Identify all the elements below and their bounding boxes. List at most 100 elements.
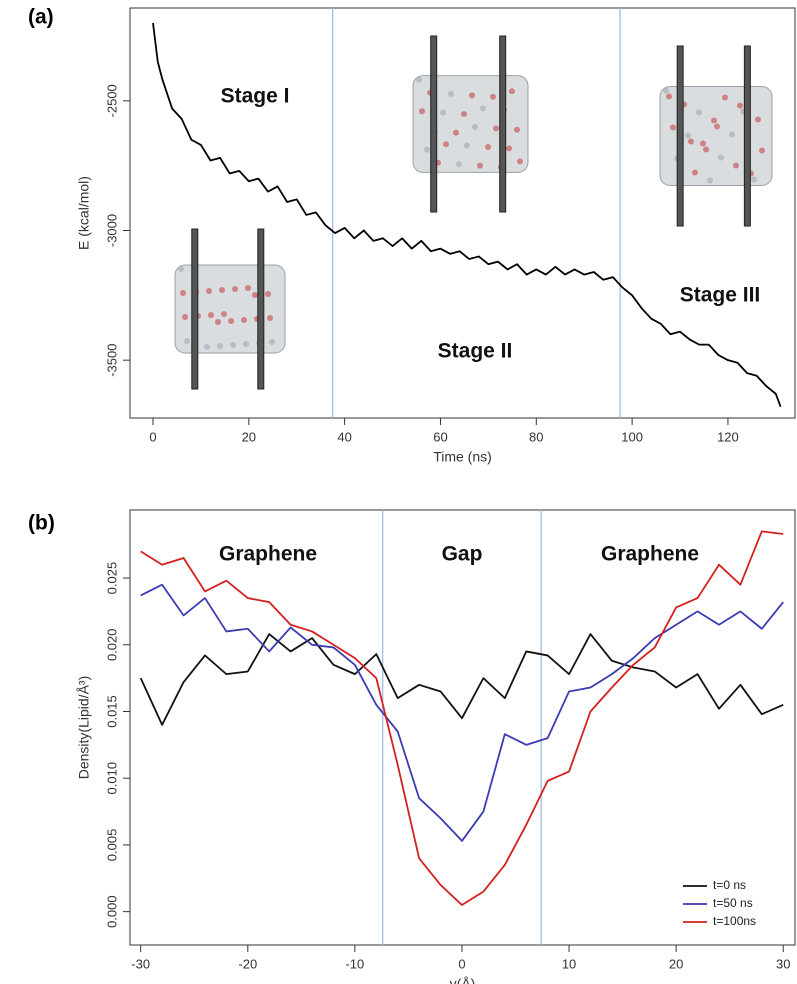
- lipid-atom: [714, 123, 720, 130]
- y-tick-label: 0.010: [104, 762, 119, 795]
- annotation: Stage III: [680, 284, 761, 307]
- lipid-atom: [461, 111, 467, 117]
- panel-label: (b): [28, 512, 55, 535]
- legend-label: t=0 ns: [713, 878, 746, 892]
- lipid-atom: [443, 141, 449, 148]
- lipid-atom: [206, 288, 212, 294]
- lipid-atom: [456, 161, 462, 168]
- lipid-atom: [480, 105, 486, 112]
- y-tick-label: 0.025: [104, 562, 119, 595]
- x-tick-label: 120: [717, 429, 739, 444]
- lipid-atom: [230, 342, 236, 348]
- lipid-atom: [469, 92, 475, 99]
- molecule-illustration: [412, 35, 529, 213]
- lipid-atom: [514, 126, 520, 133]
- data-line: [152, 22, 782, 408]
- plot-frame: [129, 509, 796, 946]
- lipid-atom: [241, 317, 247, 323]
- annotation: Graphene: [219, 543, 317, 566]
- lipid-atom: [267, 315, 273, 321]
- lipid-atom: [416, 76, 422, 83]
- lipid-atom: [245, 285, 251, 291]
- molecule-illustration: [659, 45, 773, 227]
- lipid-atom: [448, 91, 454, 97]
- x-tick-label: -10: [345, 956, 364, 971]
- data-line: [139, 633, 784, 726]
- x-tick-label: 30: [776, 956, 790, 971]
- x-tick-label: 20: [669, 956, 683, 971]
- x-axis-title: Time (ns): [433, 449, 492, 465]
- lipid-atom: [722, 94, 728, 101]
- y-tick-label: 0.020: [104, 628, 119, 661]
- lipid-atom: [219, 287, 225, 293]
- lipid-atom: [269, 339, 275, 345]
- lipid-atom: [228, 318, 234, 324]
- molecule-illustration: [174, 228, 286, 390]
- x-tick-label: -20: [238, 956, 257, 971]
- x-tick-label: 80: [529, 429, 543, 444]
- lipid-atom: [718, 154, 724, 161]
- annotation: Graphene: [601, 543, 699, 566]
- x-tick-label: 40: [337, 429, 351, 444]
- lipid-atom: [670, 124, 676, 131]
- lipid-atom: [711, 117, 717, 124]
- lipid-atom: [517, 158, 523, 165]
- lipid-atom: [252, 292, 258, 298]
- y-tick-label: 0.015: [104, 695, 119, 728]
- lipid-atom: [453, 129, 459, 136]
- lipid-atom: [204, 344, 210, 350]
- lipid-atom: [737, 102, 743, 109]
- data-line: [140, 583, 784, 842]
- x-tick-label: 10: [562, 956, 576, 971]
- lipid-atom: [666, 93, 672, 100]
- annotation: Stage II: [438, 340, 513, 363]
- y-tick-label: -3500: [104, 344, 119, 377]
- lipid-atom: [751, 176, 757, 183]
- lipid-atom: [424, 146, 430, 153]
- y-tick-label: 0.000: [104, 895, 119, 928]
- lipid-atom: [493, 125, 499, 132]
- x-tick-label: 0: [149, 429, 156, 444]
- x-tick-label: 60: [433, 429, 447, 444]
- lipid-atom: [464, 142, 470, 149]
- lipid-atom: [243, 341, 249, 347]
- lipid-atom: [440, 109, 446, 116]
- lipid-atom: [472, 124, 478, 130]
- lipid-atom: [707, 177, 713, 184]
- graphene-rod: [191, 228, 199, 390]
- graphene-rod: [430, 35, 438, 213]
- x-tick-label: 20: [242, 429, 256, 444]
- lipid-atom: [217, 343, 223, 349]
- x-tick-label: 100: [621, 429, 643, 444]
- lipid-atom: [733, 162, 739, 169]
- graphene-rod: [676, 45, 684, 227]
- annotation: Gap: [442, 543, 483, 566]
- y-tick-label: -2500: [104, 84, 119, 117]
- lipid-atom: [184, 338, 190, 344]
- data-line: [140, 530, 784, 906]
- legend-label: t=50 ns: [713, 896, 753, 910]
- lipid-atom: [182, 314, 188, 320]
- lipid-atom: [208, 312, 214, 318]
- annotation: Stage I: [221, 85, 290, 108]
- lipid-atom: [685, 132, 691, 139]
- panel-label: (a): [28, 6, 54, 29]
- lipid-atom: [485, 144, 491, 150]
- graphene-rod: [743, 45, 751, 227]
- lipid-atom: [221, 311, 227, 317]
- lipid-atom: [755, 116, 761, 123]
- legend-label: t=100ns: [713, 914, 756, 928]
- lipid-atom: [759, 147, 765, 154]
- lipid-atom: [692, 169, 698, 176]
- graphene-rod: [257, 228, 265, 390]
- x-axis-title: y(Å): [450, 976, 476, 984]
- lipid-atom: [180, 290, 186, 296]
- lipid-atom: [215, 319, 221, 325]
- lipid-atom: [696, 109, 702, 116]
- lipid-atom: [703, 146, 709, 153]
- plot-frame: [129, 7, 796, 419]
- lipid-atom: [265, 291, 271, 297]
- lipid-atom: [509, 88, 515, 95]
- x-tick-label: -30: [131, 956, 150, 971]
